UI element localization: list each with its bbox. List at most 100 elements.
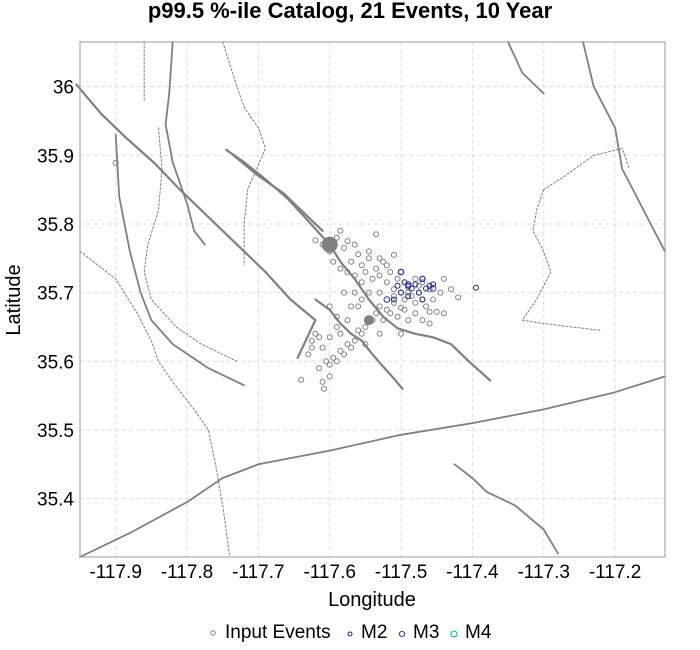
point-input-events bbox=[380, 317, 387, 324]
point-input-events bbox=[373, 231, 380, 238]
point-input-events bbox=[312, 237, 319, 244]
point-input-events bbox=[337, 227, 344, 234]
point-input-events bbox=[326, 373, 333, 380]
point-input-events bbox=[319, 344, 326, 351]
y-tick-label: 35.7 bbox=[37, 284, 74, 305]
fault-trace bbox=[143, 127, 238, 362]
fault-trace bbox=[164, 41, 206, 246]
fault-trace bbox=[79, 375, 666, 558]
point-m2 bbox=[405, 293, 412, 300]
point-input-events bbox=[351, 289, 358, 296]
y-tick-label: 35.9 bbox=[37, 146, 74, 167]
grid bbox=[80, 42, 665, 557]
point-m2 bbox=[430, 281, 437, 288]
point-input-events bbox=[362, 341, 369, 348]
point-input-events bbox=[376, 330, 383, 337]
fault-trace bbox=[79, 250, 231, 558]
point-input-events bbox=[362, 269, 369, 275]
point-input-events bbox=[355, 251, 362, 258]
point-input-events bbox=[405, 289, 412, 296]
point-input-events bbox=[344, 238, 351, 245]
point-input-events bbox=[337, 348, 344, 354]
point-input-events bbox=[337, 265, 344, 272]
point-m2 bbox=[394, 282, 401, 289]
fault-trace bbox=[453, 463, 559, 555]
point-input-events bbox=[112, 159, 119, 166]
x-tick-label: -117.4 bbox=[446, 562, 499, 583]
point-input-events bbox=[365, 317, 372, 324]
point-input-events bbox=[394, 275, 401, 282]
fault-node-marker bbox=[363, 315, 374, 326]
point-input-events bbox=[351, 337, 358, 344]
point-input-events bbox=[401, 306, 408, 313]
fault-trace bbox=[507, 41, 545, 95]
point-input-events bbox=[376, 303, 383, 310]
point-input-events bbox=[401, 296, 408, 303]
data-points bbox=[112, 159, 479, 392]
legend-label-input-events: Input Events bbox=[225, 622, 331, 643]
point-input-events bbox=[433, 308, 440, 315]
point-input-events bbox=[373, 265, 380, 272]
point-input-events bbox=[426, 308, 433, 315]
point-input-events bbox=[358, 296, 365, 303]
point-input-events bbox=[305, 351, 312, 358]
point-input-events bbox=[330, 242, 337, 249]
point-input-events bbox=[373, 310, 380, 317]
fault-trace bbox=[232, 154, 324, 232]
y-tick-label: 35.6 bbox=[37, 352, 74, 373]
point-input-events bbox=[405, 317, 412, 324]
point-input-events bbox=[344, 269, 351, 275]
point-input-events bbox=[426, 286, 433, 293]
point-input-events bbox=[351, 272, 358, 279]
x-tick-labels: -117.9 -117.8 -117.7 -117.6 -117.5 -117.4 -117… bbox=[89, 562, 641, 583]
point-input-events bbox=[308, 344, 315, 351]
point-input-events bbox=[365, 289, 372, 296]
legend: Input Events M2 M3 M4 bbox=[210, 622, 492, 643]
point-input-events bbox=[358, 279, 365, 286]
point-input-events bbox=[440, 275, 447, 282]
fault-trace bbox=[582, 41, 666, 253]
point-input-events bbox=[323, 358, 330, 365]
point-input-events bbox=[376, 255, 383, 262]
point-input-events bbox=[390, 293, 397, 300]
point-input-events bbox=[390, 251, 397, 258]
point-input-events bbox=[380, 258, 387, 265]
point-input-events bbox=[419, 279, 426, 286]
point-m2 bbox=[398, 289, 404, 296]
point-input-events bbox=[419, 317, 426, 324]
point-input-events bbox=[369, 317, 376, 324]
point-input-events bbox=[348, 344, 355, 351]
point-input-events bbox=[333, 324, 340, 330]
point-input-events bbox=[330, 354, 337, 361]
legend-marker-m3 bbox=[398, 630, 406, 638]
y-tick-labels: 35.4 35.5 35.6 35.7 35.8 35.9 36 bbox=[37, 78, 74, 511]
point-input-events bbox=[348, 258, 355, 265]
point-input-events bbox=[448, 286, 454, 293]
y-tick-label: 35.4 bbox=[37, 490, 74, 511]
point-input-events bbox=[394, 313, 401, 320]
x-tick-label: -117.9 bbox=[89, 562, 141, 583]
point-input-events bbox=[412, 299, 419, 306]
point-input-events bbox=[321, 385, 327, 392]
point-input-events bbox=[319, 241, 326, 248]
point-m2 bbox=[401, 279, 408, 286]
point-input-events bbox=[408, 293, 415, 300]
point-input-events bbox=[355, 303, 362, 310]
legend-marker-m2 bbox=[347, 631, 353, 637]
x-axis-label: Longitude bbox=[328, 589, 416, 611]
point-input-events bbox=[365, 255, 372, 262]
y-tick-label: 36 bbox=[53, 78, 74, 99]
point-input-events bbox=[308, 337, 315, 344]
point-input-events bbox=[341, 245, 347, 251]
point-m3 bbox=[397, 268, 405, 276]
point-input-events bbox=[358, 262, 365, 269]
point-input-events bbox=[344, 317, 351, 324]
point-input-events bbox=[376, 272, 383, 279]
point-input-events bbox=[390, 299, 397, 306]
legend-marker-m4 bbox=[450, 630, 458, 638]
point-input-events bbox=[326, 303, 333, 310]
fault-trace bbox=[222, 41, 266, 266]
point-input-events bbox=[326, 361, 333, 368]
point-input-events bbox=[387, 310, 394, 317]
